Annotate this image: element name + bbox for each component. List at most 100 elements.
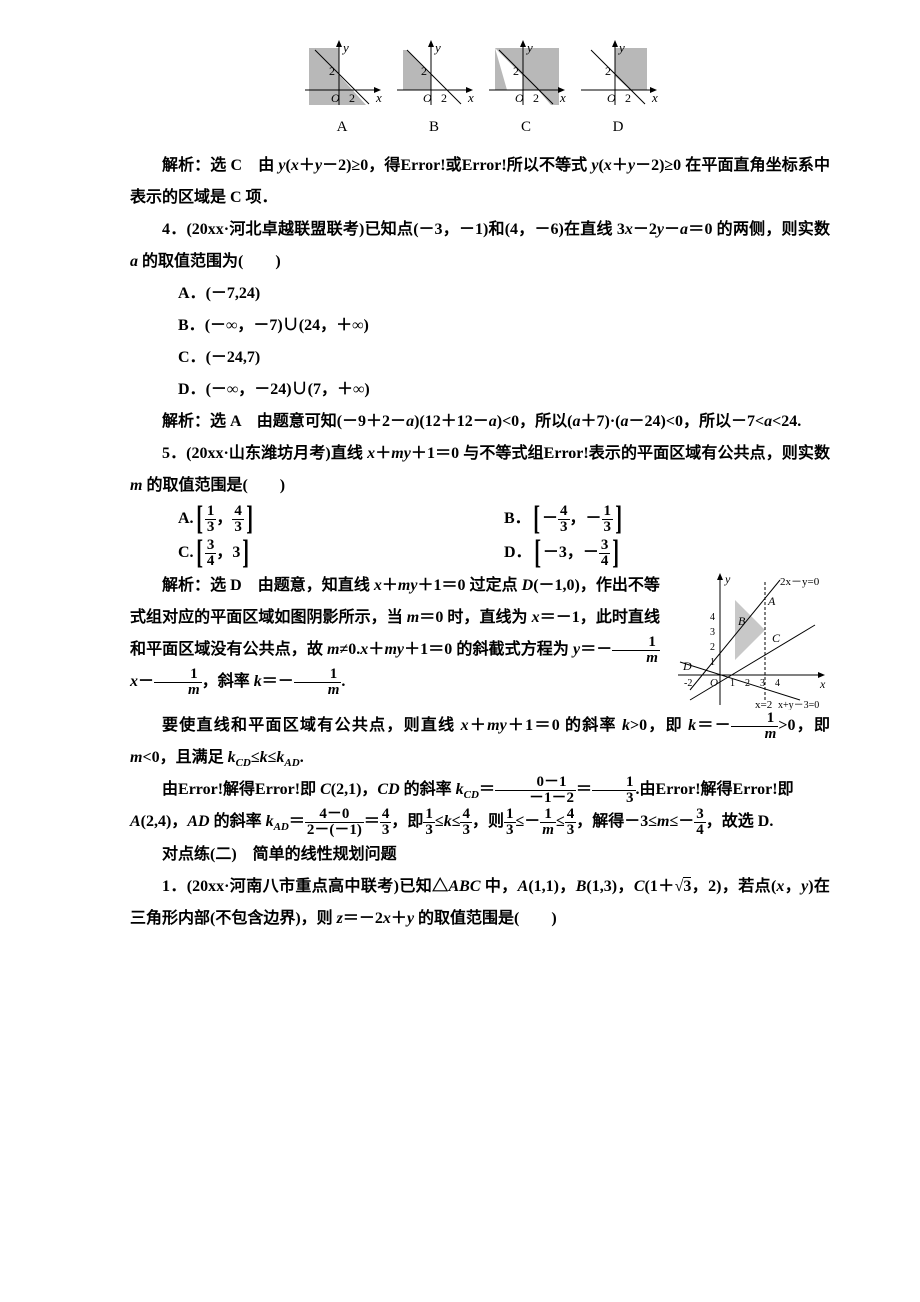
t: ≤ bbox=[251, 749, 260, 766]
n: 4－0 bbox=[305, 807, 364, 823]
n: 3 bbox=[694, 807, 706, 823]
q5-stem: 5．(20xx·山东潍坊月考)直线 x＋my＋1＝0 与不等式组Error!表示… bbox=[130, 438, 830, 502]
d: －1－2 bbox=[495, 791, 576, 806]
svg-text:D: D bbox=[682, 659, 692, 673]
t: (1,1)， bbox=[528, 878, 575, 895]
d: 3 bbox=[565, 823, 577, 838]
n: 0－1 bbox=[495, 775, 576, 791]
d: 4 bbox=[205, 554, 217, 569]
svg-text:y: y bbox=[433, 40, 441, 55]
d: 3 bbox=[423, 823, 435, 838]
svg-text:B: B bbox=[738, 614, 746, 628]
svg-text:C: C bbox=[772, 631, 781, 645]
svg-text:-2: -2 bbox=[684, 678, 692, 689]
e: Error! bbox=[178, 781, 223, 798]
graph-D-svg: y x 2 O 2 bbox=[577, 40, 659, 110]
svg-text:2: 2 bbox=[513, 64, 519, 78]
err: Error! bbox=[462, 157, 507, 174]
n: 4 bbox=[232, 504, 244, 520]
l: D． bbox=[504, 537, 532, 569]
svg-text:1: 1 bbox=[730, 678, 735, 689]
graph-D: y x 2 O 2 D bbox=[577, 40, 659, 142]
d: 3 bbox=[592, 791, 636, 806]
t: )(12＋12－ bbox=[414, 413, 489, 430]
svg-text:x: x bbox=[819, 677, 826, 691]
graph-C-svg: y x 2 O 2 bbox=[485, 40, 567, 110]
t: 解得 bbox=[223, 781, 255, 798]
t: ＝－ bbox=[262, 673, 294, 690]
svg-text:O: O bbox=[515, 91, 524, 105]
l: D． bbox=[178, 381, 206, 398]
n: 1 bbox=[154, 667, 202, 683]
svg-text:x: x bbox=[559, 90, 566, 105]
v: 3 bbox=[232, 537, 240, 569]
l: A. bbox=[178, 503, 194, 535]
t: >0，即 bbox=[630, 717, 688, 734]
v: (－∞，－24)∪(7，＋∞) bbox=[206, 381, 370, 398]
graph-A: y x 2 O 2 A bbox=[301, 40, 383, 142]
t: (2,1)， bbox=[331, 781, 378, 798]
num: 4． bbox=[162, 221, 186, 238]
t: . bbox=[300, 749, 304, 766]
q5-optC: C.[34，3] bbox=[178, 536, 504, 570]
svg-text:2: 2 bbox=[605, 64, 611, 78]
v: (－24,7) bbox=[206, 349, 261, 366]
t: .由 bbox=[636, 781, 656, 798]
graph-C: y x 2 O 2 C bbox=[485, 40, 567, 142]
svg-text:4: 4 bbox=[710, 612, 715, 623]
d: 3 bbox=[232, 520, 244, 535]
svg-text:2: 2 bbox=[625, 91, 631, 105]
t: ，故选 D. bbox=[706, 813, 774, 830]
t: ＋ bbox=[375, 445, 391, 462]
t: ＝－2 bbox=[343, 910, 383, 927]
graph-D-label: D bbox=[577, 112, 659, 142]
d: 3 bbox=[205, 520, 217, 535]
t: 的取值范围是( ) bbox=[414, 910, 557, 927]
graph-C-label: C bbox=[485, 112, 567, 142]
q5-options: A.[13，43] B．[－43，－13] C.[34，3] D．[－3，－34… bbox=[178, 502, 830, 570]
t: ＋1＝0 的斜率 bbox=[507, 717, 622, 734]
t: ，即 bbox=[391, 813, 423, 830]
err: Error! bbox=[401, 157, 446, 174]
t: 或 bbox=[446, 157, 462, 174]
analysis-label: 解析： bbox=[162, 157, 210, 174]
s: (20xx·河南八市重点高中联考) bbox=[187, 878, 399, 895]
graph-B-svg: y x 2 O 2 bbox=[393, 40, 475, 110]
t: (1,3)， bbox=[586, 878, 633, 895]
svg-text:x=2: x=2 bbox=[755, 699, 772, 710]
t: 即 bbox=[300, 781, 320, 798]
n: 1 bbox=[731, 711, 779, 727]
q5-diagram: y x 2x－y=0 x+y－3=0 x=2 A B C D O 1 2 3 4… bbox=[670, 570, 830, 710]
t: ＝ bbox=[479, 781, 495, 798]
svg-text:O: O bbox=[710, 677, 718, 689]
d: 3 bbox=[504, 823, 516, 838]
svg-text:2: 2 bbox=[533, 91, 539, 105]
e: Error! bbox=[544, 445, 589, 462]
t: ，斜率 bbox=[202, 673, 254, 690]
svg-text:x: x bbox=[651, 90, 658, 105]
n: 1 bbox=[602, 504, 614, 520]
t: 的斜率 bbox=[210, 813, 266, 830]
l: B． bbox=[504, 503, 531, 535]
t: 由 bbox=[162, 781, 178, 798]
t: ≤－ bbox=[516, 813, 541, 830]
s: (20xx·山东潍坊月考) bbox=[186, 445, 331, 462]
graph-A-label: A bbox=[301, 112, 383, 142]
t: ＋ bbox=[469, 717, 488, 734]
t: ＝ bbox=[576, 781, 592, 798]
t: 由题意，知直线 bbox=[258, 577, 374, 594]
t: 解得 bbox=[701, 781, 733, 798]
l: 解析： bbox=[162, 413, 210, 430]
q3-analysis: 解析：选 C 由 y(x＋y－2)≥0，得Error!或Error!所以不等式 … bbox=[130, 150, 830, 214]
svg-text:y: y bbox=[525, 40, 533, 55]
t: 已知点(－3，－1)和(4，－6)在直线 3 bbox=[364, 221, 625, 238]
t: ＝0 的两侧，则实数 bbox=[688, 221, 830, 238]
t: ， bbox=[784, 878, 801, 895]
t: ，解得－3≤ bbox=[576, 813, 657, 830]
n: 3 bbox=[599, 538, 611, 554]
n: 1 bbox=[205, 504, 217, 520]
n: 1 bbox=[592, 775, 636, 791]
t: ＋ bbox=[368, 641, 384, 658]
t: ≤ bbox=[452, 813, 461, 830]
t: >0，即 bbox=[778, 717, 830, 734]
